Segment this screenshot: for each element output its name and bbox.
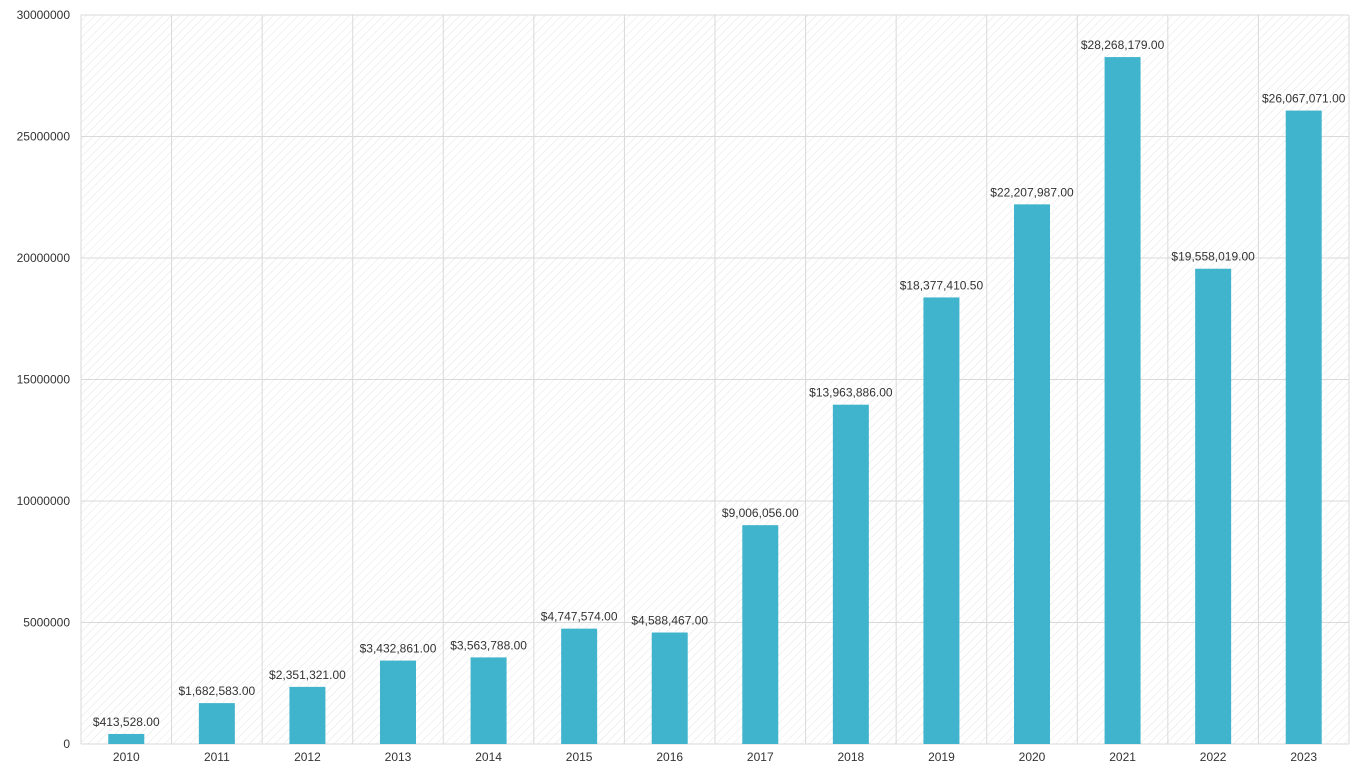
y-tick-label: 15000000 [17,373,71,387]
bar [1014,204,1050,744]
data-label: $3,563,788.00 [450,638,527,652]
bar [923,297,960,744]
bar [561,628,598,744]
data-label: $9,006,056.00 [722,506,799,520]
x-tick-label: 2018 [838,750,865,764]
x-tick-label: 2022 [1200,750,1227,764]
data-label: $2,351,321.00 [269,668,346,682]
x-tick-label: 2013 [385,750,412,764]
x-tick-label: 2019 [928,750,955,764]
data-label: $413,528.00 [93,715,160,729]
bar [198,703,235,744]
data-label: $1,682,583.00 [178,684,255,698]
x-tick-label: 2012 [294,750,321,764]
x-tick-label: 2021 [1109,750,1136,764]
x-tick-label: 2016 [656,750,683,764]
data-label: $4,747,574.00 [541,610,618,624]
x-tick-label: 2017 [747,750,774,764]
bar [380,660,416,744]
bar [1285,110,1322,744]
y-tick-label: 20000000 [17,251,71,265]
data-label: $22,207,987.00 [990,185,1074,199]
data-label: $19,558,019.00 [1171,250,1255,264]
data-label: $4,588,467.00 [631,614,708,628]
bar [470,657,507,744]
bar [1195,268,1232,744]
x-tick-label: 2023 [1290,750,1317,764]
x-tick-label: 2014 [475,750,502,764]
bar [742,525,779,744]
bar [289,686,326,744]
y-tick-label: 0 [63,737,70,751]
x-tick-label: 2011 [204,750,230,764]
data-label: $26,067,071.00 [1262,92,1346,106]
bar [108,733,145,744]
y-tick-label: 5000000 [23,616,70,630]
y-tick-label: 10000000 [17,494,71,508]
y-axis-tick-labels: 0 5000000 10000000 15000000 20000000 25000000… [17,8,71,751]
data-label: $3,432,861.00 [360,642,437,656]
y-tick-label: 25000000 [17,130,71,144]
data-label: $13,963,886.00 [809,386,893,400]
x-axis-tick-labels: 2010 2011 2012 2013 2014 2015 2016 2017 2018 2019… [113,750,1317,764]
bar [1104,57,1141,744]
y-tick-label: 30000000 [17,8,71,22]
x-tick-label: 2015 [566,750,593,764]
data-labels: $413,528.00 $1,682,583.00 $2,351,321.00 $3,… [93,38,1346,729]
data-label: $28,268,179.00 [1081,38,1165,52]
gridlines [80,14,1350,745]
bar [651,632,688,744]
bars [108,57,1322,744]
data-label: $18,377,410.50 [900,278,984,292]
x-tick-label: 2020 [1019,750,1046,764]
bar [832,404,869,744]
x-tick-label: 2010 [113,750,140,764]
